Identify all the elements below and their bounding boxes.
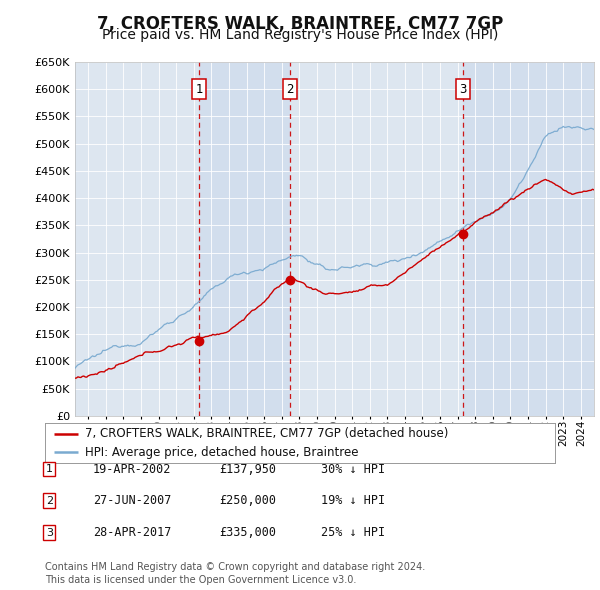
Text: £137,950: £137,950 [219, 463, 276, 476]
Text: £335,000: £335,000 [219, 526, 276, 539]
Text: 30% ↓ HPI: 30% ↓ HPI [321, 463, 385, 476]
Text: £250,000: £250,000 [219, 494, 276, 507]
Text: Price paid vs. HM Land Registry's House Price Index (HPI): Price paid vs. HM Land Registry's House … [102, 28, 498, 42]
Bar [199, 62, 290, 416]
Text: 7, CROFTERS WALK, BRAINTREE, CM77 7GP (detached house): 7, CROFTERS WALK, BRAINTREE, CM77 7GP (d… [85, 427, 448, 440]
Text: HPI: Average price, detached house, Braintree: HPI: Average price, detached house, Brai… [85, 446, 358, 459]
Text: 3: 3 [46, 528, 53, 537]
Text: 25% ↓ HPI: 25% ↓ HPI [321, 526, 385, 539]
Text: 27-JUN-2007: 27-JUN-2007 [93, 494, 172, 507]
Text: 7, CROFTERS WALK, BRAINTREE, CM77 7GP: 7, CROFTERS WALK, BRAINTREE, CM77 7GP [97, 15, 503, 33]
Text: 1: 1 [195, 83, 203, 96]
Text: 19% ↓ HPI: 19% ↓ HPI [321, 494, 385, 507]
Text: Contains HM Land Registry data © Crown copyright and database right 2024.
This d: Contains HM Land Registry data © Crown c… [45, 562, 425, 585]
Text: 3: 3 [460, 83, 467, 96]
Text: 1: 1 [46, 464, 53, 474]
Text: 2: 2 [46, 496, 53, 506]
Text: 28-APR-2017: 28-APR-2017 [93, 526, 172, 539]
Text: 19-APR-2002: 19-APR-2002 [93, 463, 172, 476]
Bar [463, 62, 594, 416]
Text: 2: 2 [287, 83, 294, 96]
